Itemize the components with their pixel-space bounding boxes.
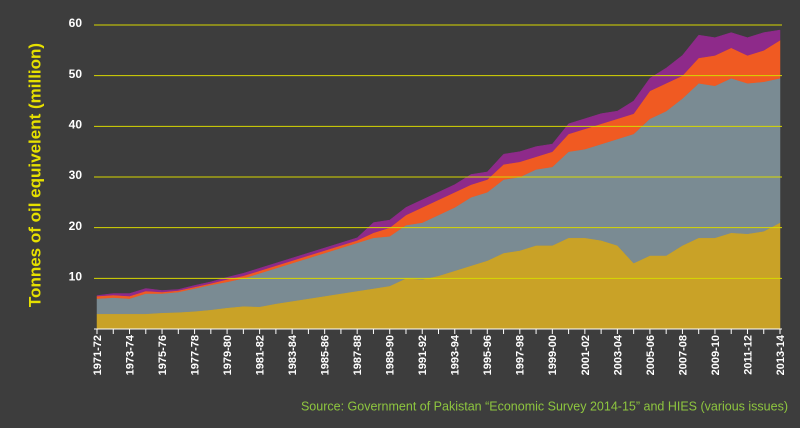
y-tick-label: 60 — [69, 16, 83, 30]
x-tick-label: 1975-76 — [157, 335, 169, 375]
x-tick-label: 1985-86 — [320, 335, 332, 375]
x-tick-label: 1999-00 — [547, 335, 559, 375]
x-tick-label: 2005-06 — [645, 335, 657, 375]
x-tick-label: 1981-82 — [255, 335, 267, 375]
x-tick-label: 2009-10 — [710, 335, 722, 375]
x-tick-label: 1973-74 — [124, 334, 136, 375]
x-tick-label: 1997-98 — [515, 335, 527, 375]
y-tick-label: 50 — [69, 67, 83, 81]
x-tick-label: 1971-72 — [92, 335, 104, 375]
y-tick-label: 30 — [69, 168, 83, 182]
x-tick-label: 1987-88 — [352, 335, 364, 375]
source-note: Source: Government of Pakistan “Economic… — [301, 399, 788, 413]
y-tick-label: 20 — [69, 219, 83, 233]
x-tick-label: 2007-08 — [677, 335, 689, 375]
x-tick-label: 2003-04 — [612, 334, 624, 375]
x-tick-label: 2001-02 — [580, 335, 592, 375]
x-tick-label: 1977-78 — [189, 335, 201, 375]
y-tick-label: 10 — [69, 270, 83, 284]
x-tick-label: 1983-84 — [287, 334, 299, 375]
y-tick-label: 40 — [69, 118, 83, 132]
x-tick-label: 2011-12 — [742, 335, 754, 375]
x-tick-label: 1989-90 — [385, 335, 397, 375]
x-tick-label: 2013-14 — [775, 334, 787, 375]
x-tick-label: 1995-96 — [482, 335, 494, 375]
x-tick-label: 1979-80 — [222, 335, 234, 375]
y-axis-label: Tonnes of oil equivelent (million) — [25, 43, 44, 307]
x-tick-label: 1991-92 — [417, 335, 429, 375]
area — [96, 29, 781, 297]
x-tick-label: 1993-94 — [450, 334, 462, 375]
